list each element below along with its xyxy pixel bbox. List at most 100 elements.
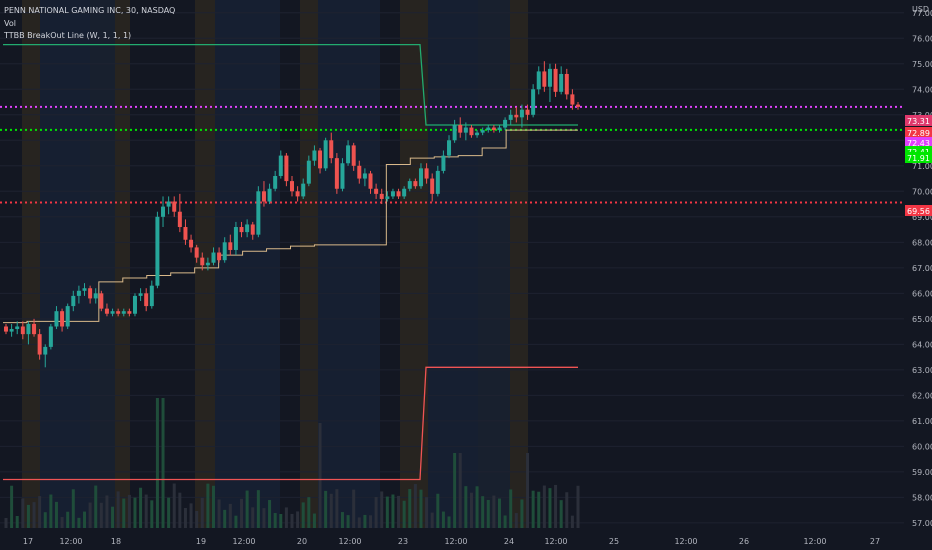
volume-bar <box>436 493 440 528</box>
x-tick-label: 25 <box>609 537 619 546</box>
y-tick-label: 61.00 <box>912 417 932 426</box>
candle-body <box>228 242 233 250</box>
volume-bar <box>228 503 232 528</box>
candle-body <box>273 176 278 189</box>
candle-body <box>189 239 194 248</box>
volume-label[interactable]: Vol <box>4 18 16 28</box>
candle-body <box>205 262 210 266</box>
candle-body <box>71 295 76 307</box>
session-band <box>478 0 510 528</box>
volume-bar <box>262 508 266 528</box>
x-tick-label: 24 <box>504 537 514 546</box>
candle-body <box>379 193 384 199</box>
candle-body <box>407 181 412 189</box>
y-tick-label: 62.00 <box>912 391 932 400</box>
volume-bar <box>352 489 356 528</box>
volume-bar <box>26 504 30 528</box>
candle-body <box>536 71 541 90</box>
volume-bar <box>548 488 552 528</box>
volume-bar <box>408 489 412 528</box>
session-band <box>195 0 215 528</box>
candle-body <box>351 145 356 166</box>
candle-body <box>239 227 244 233</box>
volume-bar <box>307 497 311 528</box>
candle-body <box>15 326 20 330</box>
session-band <box>510 0 528 528</box>
candle-body <box>424 168 429 179</box>
volume-bar <box>559 500 563 528</box>
volume-bar <box>419 489 423 528</box>
volume-bar <box>99 502 103 528</box>
candle-body <box>385 196 390 199</box>
volume-bar <box>178 492 182 528</box>
candle-body <box>547 68 552 87</box>
candle-body <box>177 211 182 228</box>
candle-body <box>37 334 42 355</box>
candle-body <box>32 323 37 335</box>
volume-bar <box>481 496 485 528</box>
volume-bar <box>346 515 350 528</box>
candle-body <box>138 293 143 296</box>
candle-body <box>256 191 261 235</box>
volume-bar <box>139 487 143 528</box>
price-tag-label: 72.43 <box>907 139 930 148</box>
price-tag-label: 71.91 <box>907 154 930 163</box>
chart-legend: PENN NATIONAL GAMING INC, 30, NASDAQ Vol… <box>4 5 175 43</box>
candle-body <box>525 109 530 115</box>
volume-bar <box>441 511 445 528</box>
candle-body <box>435 170 440 194</box>
y-tick-label: 76.00 <box>912 34 932 43</box>
volume-bar <box>240 498 244 528</box>
candle-body <box>144 293 149 307</box>
candle-body <box>20 326 25 335</box>
candle-body <box>233 227 238 250</box>
candle-body <box>245 224 250 233</box>
y-tick-label: 60.00 <box>912 442 932 451</box>
volume-bar <box>43 512 47 528</box>
price-tag <box>905 115 932 126</box>
candle-body <box>155 216 160 286</box>
price-tag-label: 69.56 <box>907 207 930 216</box>
candle-body <box>452 124 457 141</box>
indicator-label[interactable]: TTBB BreakOut Line (W, 1, 1, 1) <box>4 31 132 40</box>
volume-bar <box>32 502 36 528</box>
volume-bar <box>10 485 14 528</box>
price-tag <box>905 137 932 148</box>
candle-body <box>200 257 205 266</box>
candle-body <box>284 155 289 182</box>
volume-bar <box>71 489 75 528</box>
candle-body <box>166 201 171 207</box>
volume-bar <box>369 515 373 528</box>
x-tick-label: 12:00 <box>444 537 467 546</box>
volume-bar <box>251 507 255 528</box>
price-tag <box>905 146 932 157</box>
volume-bar <box>60 517 64 528</box>
candle-body <box>278 155 283 176</box>
volume-bar <box>15 515 19 528</box>
candle-body <box>250 224 255 235</box>
session-band <box>428 0 478 528</box>
symbol-title[interactable]: PENN NATIONAL GAMING INC, 30, NASDAQ <box>4 6 176 15</box>
volume-bar <box>144 494 148 528</box>
candle-body <box>60 311 65 327</box>
candle-body <box>88 288 93 299</box>
x-tick-label: 12:00 <box>803 537 826 546</box>
candle-body <box>93 293 98 299</box>
volume-bar <box>38 496 42 528</box>
candle-body <box>374 188 379 194</box>
candle-body <box>54 311 59 327</box>
currency-label: USD <box>912 5 929 14</box>
candle-body <box>318 150 323 169</box>
volume-bar <box>66 511 70 528</box>
volume-bar <box>284 507 288 528</box>
volume-bar <box>234 515 238 528</box>
y-tick-label: 71.00 <box>912 162 932 171</box>
candle-body <box>194 247 199 258</box>
candle-body <box>82 288 87 291</box>
volume-bar <box>503 515 507 528</box>
volume-bar <box>447 516 451 528</box>
y-tick-label: 65.00 <box>912 315 932 324</box>
candle-body <box>161 206 166 217</box>
candle-body <box>519 109 524 118</box>
